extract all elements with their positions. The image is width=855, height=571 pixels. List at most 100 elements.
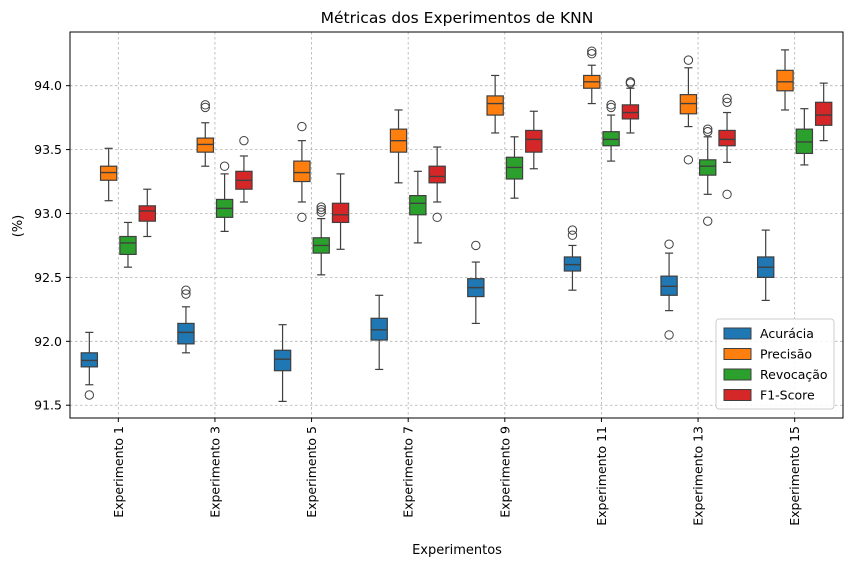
iqr-box	[119, 235, 137, 255]
y-axis: 91.5 92.0 92.5 93.0 93.5 94.0	[34, 78, 70, 413]
iqr-box	[718, 129, 736, 147]
outlier-point	[297, 212, 307, 223]
boxplot-Precisão	[583, 46, 601, 105]
boxplot-F1-Score	[525, 110, 543, 170]
iqr-box	[409, 195, 427, 216]
boxplot-Precisão	[389, 109, 408, 184]
outlier-point	[703, 126, 713, 137]
y-tick-label: 93.0	[34, 206, 62, 221]
boxplot-F1-Score	[814, 82, 833, 142]
outlier-point	[239, 135, 249, 146]
legend-swatch	[723, 368, 752, 381]
x-tick-label: Experimento 1	[111, 426, 126, 518]
iqr-box	[138, 205, 157, 222]
x-tick-label: Experimento 11	[594, 426, 609, 526]
boxplot-F1-Score	[138, 188, 157, 238]
legend-label: Precisão	[760, 347, 812, 362]
boxplot-Revocação	[409, 170, 427, 244]
outlier-point	[606, 100, 616, 110]
boxplot-Acurácia	[467, 240, 485, 325]
boxplot-Acurácia	[80, 331, 99, 400]
legend-swatch	[723, 348, 752, 360]
boxplot-Acurácia	[756, 229, 775, 302]
x-tick-label: Experimento 7	[401, 426, 416, 518]
outlier-point	[316, 207, 326, 217]
outlier-point	[181, 289, 191, 299]
outlier-point	[84, 390, 95, 400]
outlier-point	[567, 230, 578, 240]
boxplot-Revocação	[699, 124, 717, 226]
outlier-point	[471, 240, 481, 251]
outlier-point	[316, 202, 326, 212]
iqr-box	[331, 202, 350, 224]
boxplot-F1-Score	[621, 77, 640, 134]
iqr-box	[776, 69, 794, 92]
chart-title: Métricas dos Experimentos de KNN	[321, 9, 594, 27]
x-tick-label: Experimento 3	[207, 426, 222, 518]
boxplot-Acurácia	[563, 225, 582, 291]
outlier-point	[316, 204, 326, 215]
boxplot-Acurácia	[177, 285, 195, 354]
outlier-point	[703, 216, 713, 226]
iqr-box	[814, 101, 833, 126]
x-tick-label: Experimento 13	[691, 426, 706, 526]
boxplot-Revocação	[215, 161, 234, 232]
outlier-point	[664, 239, 674, 249]
outlier-point	[664, 330, 674, 340]
x-tick-label: Experimento 5	[304, 426, 319, 518]
outlier-point	[722, 189, 732, 200]
boxplot-Acurácia	[273, 324, 292, 402]
boxplot-Precisão	[99, 147, 118, 202]
iqr-box	[486, 95, 504, 116]
outlier-point	[722, 97, 732, 107]
y-tick-label: 92.5	[34, 270, 62, 285]
y-tick-label: 93.5	[34, 142, 62, 157]
iqr-box	[273, 349, 292, 372]
boxplots	[80, 46, 833, 402]
boxplot-Acurácia	[660, 239, 678, 340]
outlier-point	[606, 102, 616, 113]
boxplot-Precisão	[776, 49, 794, 111]
outlier-point	[683, 155, 694, 165]
boxplot-Revocação	[505, 136, 524, 199]
x-axis: Experimento 1 Experimento 3 Experimento 5 E…	[111, 418, 802, 526]
boxplot-Revocação	[312, 202, 330, 276]
boxplot-F1-Score	[428, 146, 446, 223]
legend-swatch	[723, 389, 752, 401]
outlier-point	[683, 55, 694, 65]
legend-swatch	[723, 327, 752, 340]
boxplot-Revocação	[119, 221, 137, 268]
boxplot-F1-Score	[235, 135, 253, 203]
iqr-box	[428, 165, 446, 184]
outlier-point	[625, 77, 636, 87]
legend: Acurácia Precisão Revocação F1-Score	[715, 318, 835, 410]
boxplot-Acurácia	[370, 294, 388, 371]
plot-frame	[69, 31, 844, 419]
outlier-point	[432, 212, 442, 223]
legend-label: Acurácia	[760, 326, 814, 341]
y-axis-title: (%)	[11, 215, 26, 238]
boxplot-F1-Score	[331, 173, 350, 250]
outlier-point	[200, 100, 210, 110]
boxplot-F1-Score	[718, 93, 736, 200]
boxplot-Precisão	[293, 121, 311, 223]
boxplot-Precisão	[486, 74, 504, 134]
outlier-point	[200, 102, 210, 113]
outlier-point	[567, 225, 578, 235]
iqr-box	[525, 129, 543, 153]
legend-label: F1-Score	[760, 388, 815, 403]
iqr-box	[699, 159, 717, 176]
boxplot-Revocação	[602, 100, 620, 162]
legend-box	[715, 318, 835, 410]
y-tick-label: 92.0	[34, 334, 62, 349]
boxplot-Revocação	[795, 108, 814, 166]
x-tick-label: Experimento 15	[787, 426, 802, 526]
y-tick-label: 91.5	[34, 398, 62, 413]
boxplot-Precisão	[679, 55, 698, 165]
iqr-box	[177, 322, 195, 345]
outlier-point	[722, 93, 732, 104]
outlier-point	[587, 49, 597, 59]
legend-label: Revocação	[760, 367, 828, 382]
